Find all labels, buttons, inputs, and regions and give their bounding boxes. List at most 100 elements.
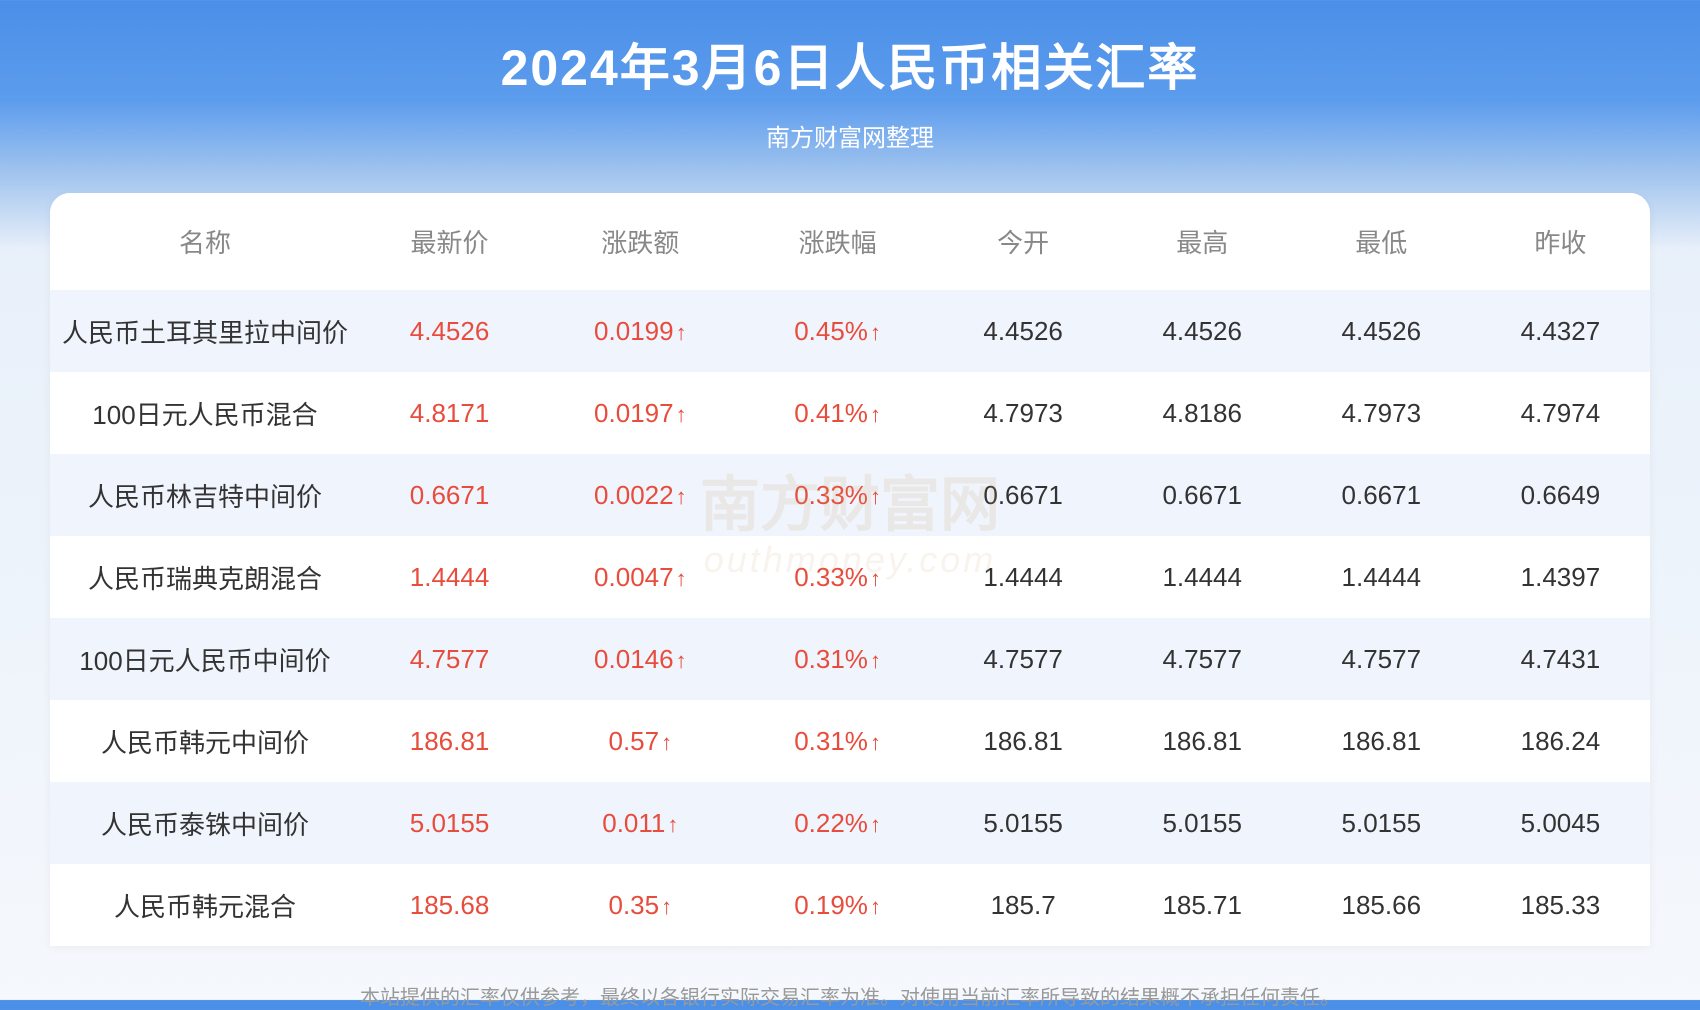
col-open: 今开 <box>934 193 1113 290</box>
cell-open: 4.7577 <box>934 618 1113 700</box>
col-low: 最低 <box>1292 193 1471 290</box>
cell-prev-close: 4.4327 <box>1471 290 1650 372</box>
cell-name: 人民币土耳其里拉中间价 <box>50 290 360 372</box>
cell-change-pct: 0.45%↑ <box>742 290 934 372</box>
cell-name: 人民币韩元混合 <box>50 864 360 946</box>
cell-latest: 186.81 <box>360 700 539 782</box>
cell-latest: 4.7577 <box>360 618 539 700</box>
cell-change: 0.011↑ <box>539 782 741 864</box>
up-arrow-icon: ↑ <box>676 402 687 427</box>
table-row: 人民币土耳其里拉中间价4.45260.0199↑0.45%↑4.45264.45… <box>50 290 1650 372</box>
cell-prev-close: 186.24 <box>1471 700 1650 782</box>
up-arrow-icon: ↑ <box>870 320 881 345</box>
page-title: 2024年3月6日人民币相关汇率 <box>0 28 1700 100</box>
table-row: 100日元人民币混合4.81710.0197↑0.41%↑4.79734.818… <box>50 372 1650 454</box>
cell-high: 5.0155 <box>1113 782 1292 864</box>
rate-table: 名称 最新价 涨跌额 涨跌幅 今开 最高 最低 昨收 人民币土耳其里拉中间价4.… <box>50 193 1650 946</box>
header: 2024年3月6日人民币相关汇率 南方财富网整理 <box>0 0 1700 173</box>
cell-prev-close: 4.7431 <box>1471 618 1650 700</box>
cell-name: 人民币泰铢中间价 <box>50 782 360 864</box>
cell-change: 0.57↑ <box>539 700 741 782</box>
col-prev-close: 昨收 <box>1471 193 1650 290</box>
cell-change-pct: 0.22%↑ <box>742 782 934 864</box>
cell-prev-close: 4.7974 <box>1471 372 1650 454</box>
col-change-pct: 涨跌幅 <box>742 193 934 290</box>
table-row: 人民币林吉特中间价0.66710.0022↑0.33%↑0.66710.6671… <box>50 454 1650 536</box>
col-name: 名称 <box>50 193 360 290</box>
cell-low: 5.0155 <box>1292 782 1471 864</box>
up-arrow-icon: ↑ <box>661 894 672 919</box>
cell-low: 4.7577 <box>1292 618 1471 700</box>
cell-latest: 0.6671 <box>360 454 539 536</box>
table-row: 人民币瑞典克朗混合1.44440.0047↑0.33%↑1.44441.4444… <box>50 536 1650 618</box>
cell-latest: 4.8171 <box>360 372 539 454</box>
cell-latest: 4.4526 <box>360 290 539 372</box>
cell-low: 4.4526 <box>1292 290 1471 372</box>
cell-name: 人民币瑞典克朗混合 <box>50 536 360 618</box>
col-high: 最高 <box>1113 193 1292 290</box>
cell-prev-close: 185.33 <box>1471 864 1650 946</box>
up-arrow-icon: ↑ <box>661 730 672 755</box>
up-arrow-icon: ↑ <box>870 402 881 427</box>
cell-open: 4.4526 <box>934 290 1113 372</box>
cell-prev-close: 0.6649 <box>1471 454 1650 536</box>
up-arrow-icon: ↑ <box>870 730 881 755</box>
cell-high: 4.8186 <box>1113 372 1292 454</box>
up-arrow-icon: ↑ <box>676 566 687 591</box>
up-arrow-icon: ↑ <box>676 484 687 509</box>
cell-open: 0.6671 <box>934 454 1113 536</box>
cell-high: 4.7577 <box>1113 618 1292 700</box>
cell-high: 186.81 <box>1113 700 1292 782</box>
cell-name: 人民币韩元中间价 <box>50 700 360 782</box>
cell-open: 185.7 <box>934 864 1113 946</box>
cell-change-pct: 0.31%↑ <box>742 700 934 782</box>
up-arrow-icon: ↑ <box>667 812 678 837</box>
up-arrow-icon: ↑ <box>676 320 687 345</box>
cell-prev-close: 1.4397 <box>1471 536 1650 618</box>
cell-name: 100日元人民币中间价 <box>50 618 360 700</box>
cell-latest: 185.68 <box>360 864 539 946</box>
cell-open: 4.7973 <box>934 372 1113 454</box>
rate-table-container: 名称 最新价 涨跌额 涨跌幅 今开 最高 最低 昨收 人民币土耳其里拉中间价4.… <box>50 193 1650 946</box>
cell-high: 1.4444 <box>1113 536 1292 618</box>
table-row: 人民币韩元中间价186.810.57↑0.31%↑186.81186.81186… <box>50 700 1650 782</box>
table-row: 100日元人民币中间价4.75770.0146↑0.31%↑4.75774.75… <box>50 618 1650 700</box>
table-body: 人民币土耳其里拉中间价4.45260.0199↑0.45%↑4.45264.45… <box>50 290 1650 946</box>
cell-change-pct: 0.41%↑ <box>742 372 934 454</box>
col-change: 涨跌额 <box>539 193 741 290</box>
up-arrow-icon: ↑ <box>870 566 881 591</box>
cell-latest: 1.4444 <box>360 536 539 618</box>
cell-change: 0.0022↑ <box>539 454 741 536</box>
up-arrow-icon: ↑ <box>870 648 881 673</box>
cell-change-pct: 0.33%↑ <box>742 454 934 536</box>
table-row: 人民币泰铢中间价5.01550.011↑0.22%↑5.01555.01555.… <box>50 782 1650 864</box>
cell-open: 186.81 <box>934 700 1113 782</box>
cell-low: 4.7973 <box>1292 372 1471 454</box>
cell-change-pct: 0.19%↑ <box>742 864 934 946</box>
cell-change-pct: 0.33%↑ <box>742 536 934 618</box>
table-row: 人民币韩元混合185.680.35↑0.19%↑185.7185.71185.6… <box>50 864 1650 946</box>
disclaimer-text: 本站提供的汇率仅供参考，最终以各银行实际交易汇率为准。对使用当前汇率所导致的结果… <box>0 981 1700 1010</box>
cell-change: 0.0199↑ <box>539 290 741 372</box>
cell-prev-close: 5.0045 <box>1471 782 1650 864</box>
cell-change: 0.0146↑ <box>539 618 741 700</box>
up-arrow-icon: ↑ <box>870 484 881 509</box>
cell-low: 186.81 <box>1292 700 1471 782</box>
cell-open: 5.0155 <box>934 782 1113 864</box>
cell-low: 0.6671 <box>1292 454 1471 536</box>
cell-latest: 5.0155 <box>360 782 539 864</box>
cell-open: 1.4444 <box>934 536 1113 618</box>
cell-high: 4.4526 <box>1113 290 1292 372</box>
cell-change: 0.35↑ <box>539 864 741 946</box>
cell-change-pct: 0.31%↑ <box>742 618 934 700</box>
cell-low: 185.66 <box>1292 864 1471 946</box>
page-subtitle: 南方财富网整理 <box>0 118 1700 153</box>
col-latest: 最新价 <box>360 193 539 290</box>
table-header-row: 名称 最新价 涨跌额 涨跌幅 今开 最高 最低 昨收 <box>50 193 1650 290</box>
up-arrow-icon: ↑ <box>870 812 881 837</box>
cell-low: 1.4444 <box>1292 536 1471 618</box>
cell-name: 100日元人民币混合 <box>50 372 360 454</box>
cell-high: 185.71 <box>1113 864 1292 946</box>
up-arrow-icon: ↑ <box>676 648 687 673</box>
cell-name: 人民币林吉特中间价 <box>50 454 360 536</box>
